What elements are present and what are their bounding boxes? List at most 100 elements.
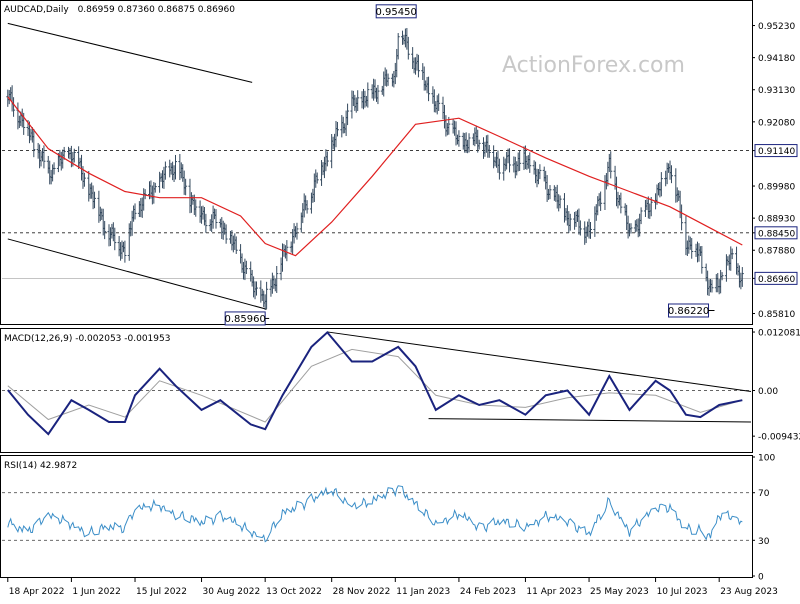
x-tick-label: 24 Feb 2023 xyxy=(460,587,516,597)
ohlc-bar xyxy=(52,162,56,175)
ohlc-bar xyxy=(194,199,198,217)
rsi-y-tick-label: 0 xyxy=(758,573,764,583)
ohlc-bar xyxy=(589,222,592,239)
x-tick-label: 18 Apr 2022 xyxy=(9,587,65,597)
ohlc-bar xyxy=(740,267,744,287)
price-y-tick-label: 0.86960 xyxy=(758,275,795,285)
ohlc-bar xyxy=(730,248,734,260)
ohlc-bar xyxy=(437,93,441,111)
ohlc-bar xyxy=(204,213,208,233)
symbol-label: AUDCAD,Daily xyxy=(4,5,69,15)
ohlc-bar xyxy=(315,172,319,184)
price-header: AUDCAD,Daily 0.86959 0.87360 0.86875 0.8… xyxy=(4,5,235,15)
rsi-y-tick-label: 30 xyxy=(758,537,770,547)
ohlc-bar xyxy=(528,152,532,173)
moving-average-line xyxy=(7,96,743,257)
x-tick-label: 15 Jul 2022 xyxy=(136,587,187,597)
ohlc-bar xyxy=(244,260,248,274)
ohlc-bar xyxy=(123,240,127,263)
watermark: ActionForex.com xyxy=(502,53,685,78)
ohlc-bar xyxy=(184,178,188,196)
ohlc-bar xyxy=(214,209,218,229)
macd-trend-line xyxy=(327,331,752,392)
macd-label: MACD(12,26,9) -0.002053 -0.001953 xyxy=(4,334,170,344)
x-tick-label: 10 Jul 2023 xyxy=(657,587,708,597)
ohlc-bar xyxy=(42,145,46,169)
ohlc-bar xyxy=(639,207,643,225)
price-panel xyxy=(0,0,753,325)
macd-y-tick-label: 0.00 xyxy=(758,387,778,397)
ohlc-bar xyxy=(133,203,137,220)
ohlc-bar xyxy=(376,84,380,105)
ohlc-bar xyxy=(690,238,694,259)
ohlc-bar xyxy=(93,191,97,209)
ohlc-bar xyxy=(497,158,501,180)
ohlc-bar xyxy=(366,82,370,108)
ohlc-bar xyxy=(335,121,339,137)
annotation-label: 0.95450 xyxy=(376,7,417,18)
price-annotation: 0.85960 xyxy=(224,311,270,326)
x-tick-label: 25 May 2023 xyxy=(590,587,649,597)
ohlc-bar xyxy=(720,272,724,281)
ohlc-bar xyxy=(406,36,410,60)
trend-line xyxy=(7,22,253,83)
annotation-box xyxy=(375,4,417,19)
rsi-y-tick-label: 70 xyxy=(758,489,770,499)
ohlc-bar xyxy=(285,240,289,262)
ohlc-bar xyxy=(629,223,633,234)
price-annotation: 0.86220 xyxy=(668,303,715,318)
price-y-tick-label-box: 0.91140 xyxy=(754,144,798,158)
ohlc-bar xyxy=(457,130,461,147)
ohlc-bar xyxy=(265,281,269,309)
ohlc-bar xyxy=(538,164,542,180)
ohlc-bar xyxy=(669,165,673,184)
ohlc-bar xyxy=(234,236,238,254)
annotation-label: 0.85960 xyxy=(224,314,265,325)
ohlc-bar xyxy=(518,150,522,171)
rsi-y-tick-label: 100 xyxy=(758,454,775,464)
price-y-tick-label: 0.94180 xyxy=(758,54,795,64)
ohlc-bar xyxy=(558,195,562,209)
price-annotation: 0.95450 xyxy=(375,4,417,19)
ohlc-bar xyxy=(305,200,309,214)
ohlc-bar xyxy=(477,139,481,150)
ohlc-bar xyxy=(72,148,76,163)
price-y-tick-label: 0.89980 xyxy=(758,183,795,193)
price-y-tick-label: 0.87880 xyxy=(758,247,795,257)
macd-signal-line xyxy=(7,348,743,423)
ohlc-bar xyxy=(153,182,157,193)
trend-line xyxy=(7,238,267,310)
ohlc-bar xyxy=(710,279,714,293)
x-tick-label: 28 Nov 2022 xyxy=(333,587,391,597)
price-layer: 0.95450 0.85960 0.86220 xyxy=(2,4,751,326)
x-tick-label: 23 Aug 2023 xyxy=(720,587,778,597)
ohlc-bar xyxy=(487,144,491,158)
x-tick-label: 11 Jan 2023 xyxy=(396,587,450,597)
ohlc-bar xyxy=(174,154,178,180)
x-tick-label: 13 Oct 2022 xyxy=(266,587,322,597)
ohlc-bar xyxy=(143,189,147,200)
ohlc-bar xyxy=(163,161,167,180)
ohlc-bar xyxy=(396,33,400,60)
ohlc-bar xyxy=(427,76,431,102)
price-y-tick-label: 0.95230 xyxy=(758,22,795,32)
macd-y-tick-label: -0.009432 xyxy=(758,433,800,443)
price-y-tick-label-box: 0.86960 xyxy=(754,271,798,285)
x-tick-label: 30 Aug 2022 xyxy=(203,587,261,597)
macd-line xyxy=(7,330,743,436)
ohlc-bar xyxy=(295,222,299,240)
x-tick-label: 11 Apr 2023 xyxy=(526,587,582,597)
ohlc-bar xyxy=(599,191,603,211)
ohlc-bar xyxy=(325,151,329,167)
macd-layer xyxy=(2,330,752,436)
rsi-panel xyxy=(0,455,753,578)
price-y-tick-label: 0.93130 xyxy=(758,86,795,96)
x-tick-label: 1 Jun 2022 xyxy=(72,587,120,597)
ohlc-bar xyxy=(346,103,350,126)
price-y-tick-label: 0.88930 xyxy=(758,215,795,225)
price-y-tick-label: 0.91140 xyxy=(758,147,795,157)
ohlc-values: 0.86959 0.87360 0.86875 0.86960 xyxy=(78,5,236,15)
ohlc-bar xyxy=(659,172,663,197)
level-label-box xyxy=(754,144,798,158)
